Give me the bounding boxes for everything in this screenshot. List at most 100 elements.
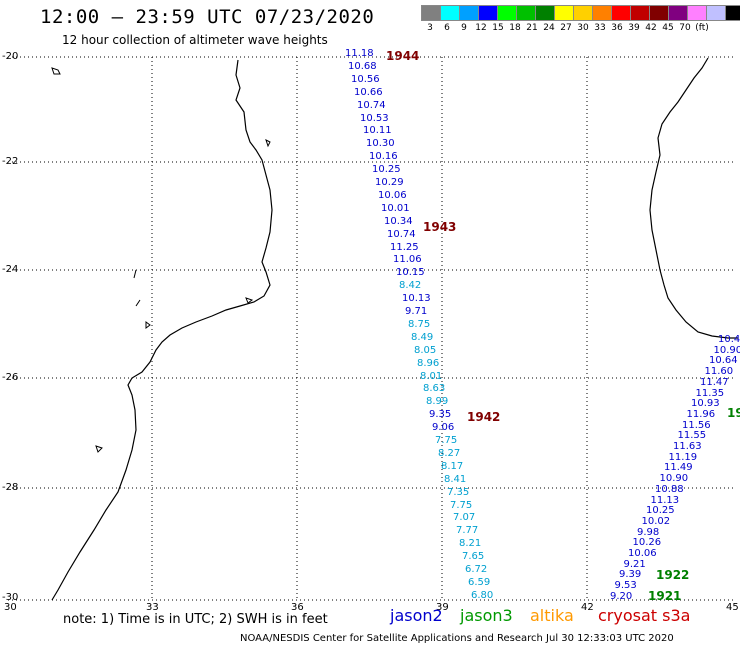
lon-label: 33 — [146, 602, 159, 613]
wave-height-label: 10.29 — [375, 177, 404, 188]
pass-time-label: 1943 — [423, 220, 457, 234]
wave-height-label: 10.11 — [363, 125, 392, 137]
wave-height-label: 8.27 — [438, 447, 461, 459]
pass-time-label: 1921 — [648, 589, 682, 603]
grid-lines — [8, 56, 735, 601]
wave-height-label: 9.06 — [432, 422, 455, 434]
wave-height-label: 11.19 — [668, 451, 698, 463]
legend-label: 3 — [427, 23, 433, 33]
legend-label: 12 — [475, 23, 487, 33]
africa-coastline — [51, 59, 273, 601]
legend-label: 30 — [577, 23, 589, 33]
legend-swatch — [725, 5, 740, 21]
wave-height-label: 11.56 — [682, 419, 711, 431]
wave-height-label: 9.39 — [619, 569, 642, 581]
lon-label: 42 — [581, 602, 594, 613]
wave-height-label: 6.72 — [465, 564, 488, 575]
madagascar-coastline — [649, 57, 738, 339]
wave-height-label: 8.42 — [399, 280, 422, 292]
wave-height-label: 10.93 — [691, 398, 720, 410]
wave-height-label: 10.06 — [628, 548, 657, 559]
wave-height-label: 8.41 — [444, 473, 467, 485]
lat-label: -30 — [2, 592, 19, 603]
wave-height-label: 9.20 — [610, 590, 633, 602]
chart-title: 12:00 – 23:59 UTC 07/23/2020 — [40, 6, 375, 28]
wave-height-label: 8.75 — [408, 318, 431, 330]
wave-height-label: 8.05 — [414, 344, 437, 356]
wave-height-label: 8.21 — [459, 538, 482, 550]
wave-height-label: 10.56 — [351, 73, 380, 85]
lon-label: 39 — [436, 602, 449, 613]
wave-height-label: 11.49 — [664, 462, 693, 474]
wave-height-label: 10.74 — [357, 99, 386, 111]
wave-height-label: 11.13 — [650, 494, 680, 506]
wave-height-label: 6.59 — [468, 576, 491, 588]
legend-label: 45 — [662, 23, 674, 33]
wave-height-label: 11.06 — [393, 254, 422, 266]
wave-height-label: 9.71 — [405, 306, 428, 317]
legend-label: 42 — [645, 23, 657, 33]
wave-height-label: 10.26 — [632, 537, 662, 549]
wave-height-label: 11.55 — [677, 430, 707, 442]
chart-subtitle: 12 hour collection of altimeter wave hei… — [62, 33, 328, 47]
wave-height-label: 10.15 — [396, 267, 425, 279]
pass-time-label: 1944 — [386, 49, 420, 63]
wave-height-label: 7.65 — [462, 551, 485, 563]
wave-height-label: 10.74 — [387, 228, 416, 240]
wave-height-label: 9.98 — [637, 526, 660, 538]
lat-label: -20 — [2, 51, 19, 62]
wave-height-label: 10.68 — [348, 60, 377, 72]
lon-label: 36 — [291, 602, 304, 613]
wave-height-label: 10.30 — [366, 138, 395, 150]
wave-height-label: 8.96 — [417, 357, 440, 369]
wave-height-label: 8.17 — [441, 460, 464, 472]
wave-height-label: 11.47 — [700, 376, 729, 388]
legend-label: 24 — [543, 23, 555, 33]
legend-label: 39 — [628, 23, 640, 33]
wave-height-label: 10.16 — [369, 151, 398, 163]
wave-height-label: 7.07 — [453, 512, 476, 524]
lat-label: -22 — [2, 156, 19, 167]
wave-height-label: 10.34 — [384, 215, 413, 227]
legend-label: 33 — [594, 23, 606, 33]
wave-height-label: 10.90 — [659, 473, 689, 485]
wave-height-label: 10.25 — [372, 164, 401, 176]
legend-label: 70 — [679, 23, 691, 33]
wave-height-label: 10.25 — [646, 505, 675, 517]
wave-height-label: 10.01 — [381, 202, 410, 214]
wave-height-label: 11.18 — [345, 48, 374, 59]
wave-height-label: 9.53 — [614, 580, 637, 592]
wave-height-label: 11.25 — [390, 241, 419, 253]
satellite-altika: altika — [530, 606, 574, 625]
wave-height-label: 10.90 — [713, 344, 740, 356]
lon-label: 45 — [726, 602, 739, 613]
wave-height-label: 10.13 — [402, 293, 431, 305]
lat-label: -26 — [2, 372, 19, 383]
legend-label: 27 — [560, 23, 572, 33]
wave-height-label: 10.02 — [641, 515, 671, 527]
lat-label: -24 — [2, 264, 19, 275]
pass-time-label: 1942 — [467, 410, 501, 424]
legend-label: 9 — [461, 23, 467, 33]
color-legend — [421, 5, 740, 21]
wave-height-label: 11.63 — [673, 441, 702, 452]
wave-height-label: 10.06 — [378, 189, 407, 201]
wave-height-label: 8.99 — [426, 396, 449, 408]
footer-note: note: 1) Time is in UTC; 2) SWH is in fe… — [63, 612, 328, 627]
pass-time-label: 19 — [727, 406, 740, 420]
wave-height-label: 7.75 — [450, 499, 473, 511]
legend-label: 6 — [444, 23, 450, 33]
wave-height-label: 9.35 — [429, 409, 452, 421]
wave-height-label: 10.88 — [655, 483, 684, 495]
legend-label: (ft) — [695, 23, 709, 33]
wave-height-label: 10.53 — [360, 112, 389, 124]
footer-credit: NOAA/NESDIS Center for Satellite Applica… — [240, 633, 674, 644]
legend-label: 21 — [526, 23, 538, 33]
wave-height-label: 10.4 — [718, 334, 740, 345]
wave-height-label: 7.75 — [435, 435, 458, 446]
wave-height-label: 8.49 — [411, 331, 434, 343]
wave-height-label: 9.21 — [623, 558, 646, 570]
wave-height-label: 8.63 — [423, 383, 446, 395]
legend-label: 36 — [611, 23, 623, 33]
